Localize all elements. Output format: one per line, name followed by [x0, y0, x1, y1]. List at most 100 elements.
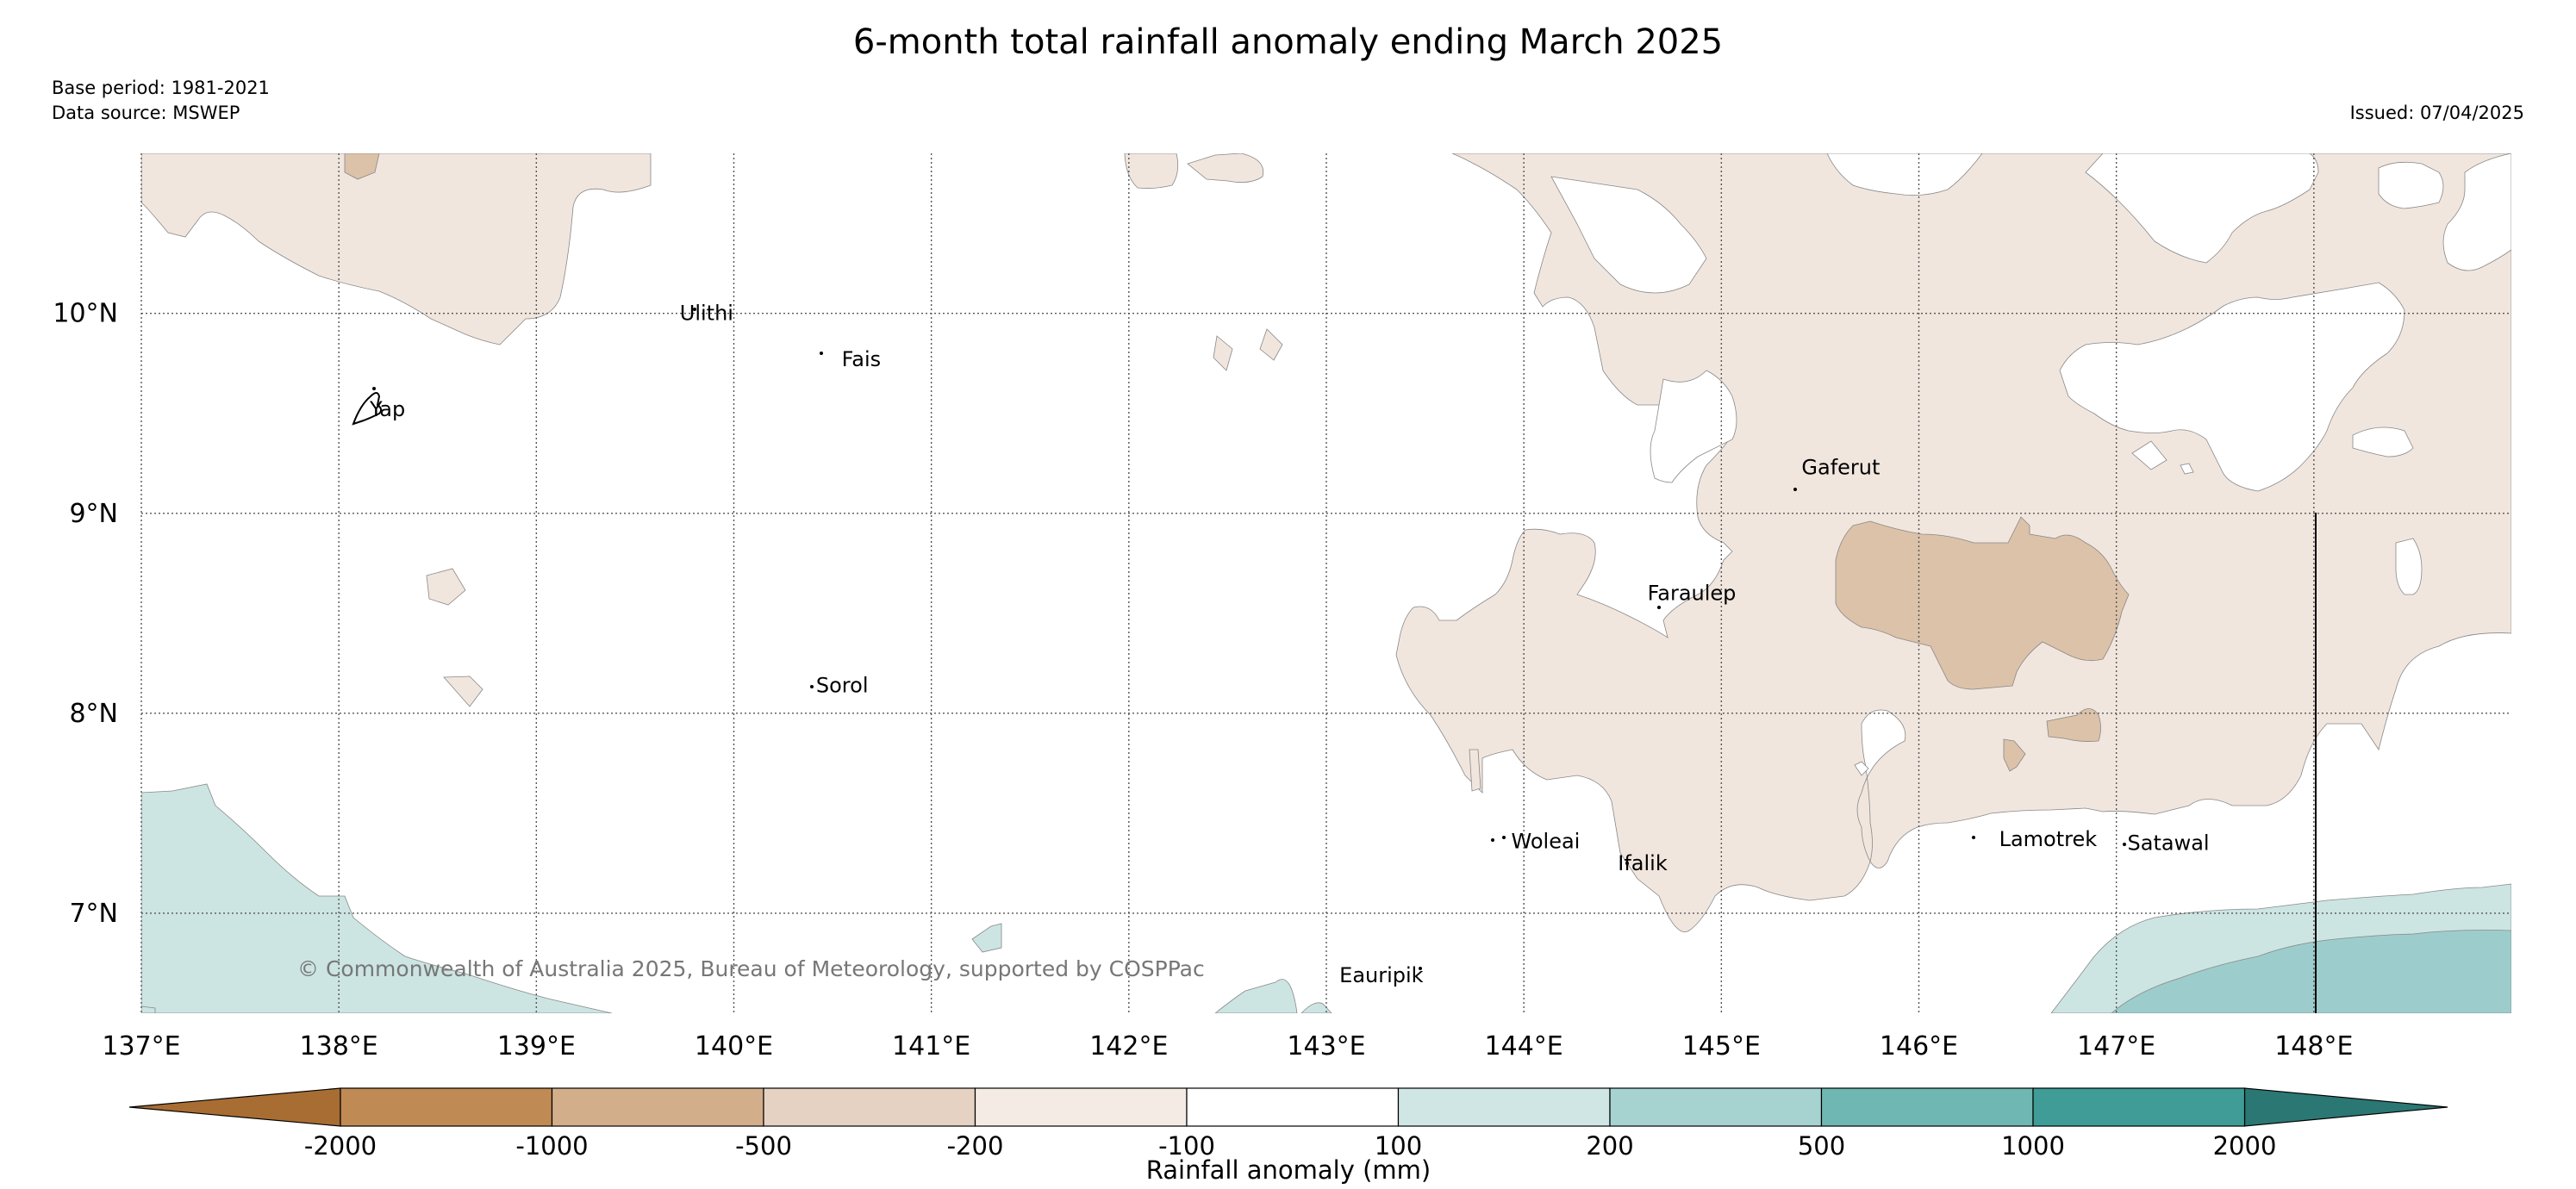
longitude-tick-labels: 137°E 138°E 139°E 140°E 141°E 142°E 143°E 144°E… — [102, 1031, 2353, 1061]
neutral-region — [2180, 463, 2194, 475]
colorbar: -2000 -1000 -500 -200 -100 100 200 500 1000 2000 — [128, 1087, 2448, 1161]
wet-anomaly-region — [971, 923, 1002, 953]
colorbar-bin — [340, 1087, 553, 1127]
dry-anomaly-region — [443, 675, 483, 707]
islet-marker — [1502, 836, 1506, 839]
latitude-tick-label: 10°N — [53, 299, 118, 329]
longitude-tick-label: 146°E — [1880, 1031, 1958, 1061]
colorbar-under-extension — [128, 1087, 341, 1127]
place-label: Ifalik — [1618, 851, 1668, 875]
graticule — [140, 153, 2511, 1013]
longitude-tick-label: 138°E — [300, 1031, 378, 1061]
neutral-region — [1826, 153, 1983, 196]
place-label: Sorol — [816, 673, 869, 697]
neutral-region — [1550, 176, 1707, 294]
dry-anomaly-region — [1187, 153, 1264, 184]
islet-marker — [1419, 967, 1422, 970]
islet-marker — [693, 308, 696, 311]
map-metadata: Base period: 1981-2021 Data source: MSWE… — [52, 76, 270, 126]
longitude-tick-label: 137°E — [102, 1031, 180, 1061]
colorbar-bin — [2032, 1087, 2246, 1127]
longitude-tick-label: 140°E — [695, 1031, 773, 1061]
place-label: Ulithi — [680, 302, 733, 326]
longitude-tick-label: 143°E — [1287, 1031, 1365, 1061]
dry-anomaly-region — [1259, 328, 1283, 361]
colorbar-bin — [974, 1087, 1188, 1127]
colorbar-bin — [1397, 1087, 1611, 1127]
colorbar-tick-label: -1000 — [515, 1131, 588, 1161]
islet-marker — [1491, 838, 1494, 842]
longitude-tick-label: 139°E — [497, 1031, 576, 1061]
copyright-text: © Commonwealth of Australia 2025, Bureau… — [297, 956, 1205, 981]
wet-anomaly-region — [1214, 979, 1298, 1013]
longitude-tick-label: 147°E — [2077, 1031, 2155, 1061]
neutral-region — [2378, 161, 2444, 209]
islet-marker — [1972, 836, 1975, 839]
neutral-region — [2395, 538, 2423, 595]
colorbar-label: Rainfall anomaly (mm) — [1146, 1155, 1431, 1185]
latitude-tick-label: 9°N — [69, 499, 118, 529]
dry-anomaly-region — [1469, 749, 1481, 792]
dry-anomaly-region — [141, 153, 652, 345]
dry-anomaly-core — [2003, 738, 2026, 772]
colorbar-bin — [1186, 1087, 1400, 1127]
neutral-region — [1854, 761, 1869, 776]
yap-island — [352, 392, 383, 426]
islet-marker — [1793, 488, 1797, 491]
colorbar-bin — [551, 1087, 764, 1127]
latitude-tick-label: 7°N — [69, 899, 118, 929]
place-label: Fais — [842, 347, 881, 371]
longitude-tick-label: 148°E — [2274, 1031, 2353, 1061]
islet-marker — [1625, 862, 1629, 865]
colorbar-tick-label: 500 — [1798, 1131, 1845, 1161]
dry-anomaly-region — [426, 568, 466, 606]
wet-anomaly-region — [141, 1005, 156, 1013]
neutral-region — [2085, 153, 2319, 264]
place-label: Yap — [369, 397, 405, 421]
colorbar-tick-label: -500 — [735, 1131, 792, 1161]
neutral-region — [1650, 370, 1737, 483]
place-label: Satawal — [2128, 831, 2210, 856]
dry-anomaly-core — [344, 153, 380, 180]
longitude-tick-label: 142°E — [1089, 1031, 1168, 1061]
neutral-region — [2059, 282, 2405, 492]
colorbar-tick-label: 1000 — [2001, 1131, 2065, 1161]
latitude-tick-label: 8°N — [69, 699, 118, 729]
colorbar-tick-label: 2000 — [2213, 1131, 2277, 1161]
colorbar-bin — [1820, 1087, 2034, 1127]
latitude-tick-labels: 10°N 9°N 8°N 7°N — [53, 299, 118, 929]
islet-marker — [2123, 843, 2126, 846]
colorbar-bin — [1609, 1087, 1823, 1127]
neutral-region — [2442, 153, 2511, 271]
anomaly-fields — [141, 153, 2511, 1013]
longitude-tick-label: 141°E — [892, 1031, 970, 1061]
data-source: Data source: MSWEP — [52, 103, 240, 123]
base-period: Base period: 1981-2021 — [52, 78, 270, 98]
dry-anomaly-region — [1213, 335, 1233, 371]
wet-anomaly-region — [141, 783, 613, 1013]
wet-anomaly-region — [1300, 1002, 1332, 1013]
dry-anomaly-region — [1124, 153, 1179, 189]
islet-marker — [820, 352, 823, 355]
longitude-tick-label: 144°E — [1485, 1031, 1563, 1061]
map-title: 6-month total rainfall anomaly ending Ma… — [852, 22, 1724, 62]
dry-anomaly-core — [2046, 708, 2101, 742]
longitude-tick-label: 145°E — [1682, 1031, 1761, 1061]
dry-anomaly-core — [1835, 516, 2130, 690]
colorbar-bin — [763, 1087, 976, 1127]
place-label: Lamotrek — [1999, 827, 2098, 851]
place-label: Gaferut — [1801, 455, 1880, 479]
place-labels: Ulithi Fais Yap Gaferut Faraulep Sorol Woleai I… — [369, 302, 2210, 987]
colorbar-tick-label: -200 — [947, 1131, 1004, 1161]
place-label: Woleai — [1512, 829, 1581, 853]
issued-date: Issued: 07/04/2025 — [2349, 103, 2524, 123]
colorbar-tick-label: 200 — [1586, 1131, 1633, 1161]
neutral-region — [2352, 426, 2414, 458]
islet-marker — [810, 685, 814, 688]
neutral-region — [2131, 440, 2167, 470]
colorbar-tick-label: 100 — [1375, 1131, 1422, 1161]
islet-marker — [1657, 606, 1661, 609]
colorbar-over-extension — [2243, 1087, 2448, 1127]
islet-marker — [372, 387, 376, 390]
